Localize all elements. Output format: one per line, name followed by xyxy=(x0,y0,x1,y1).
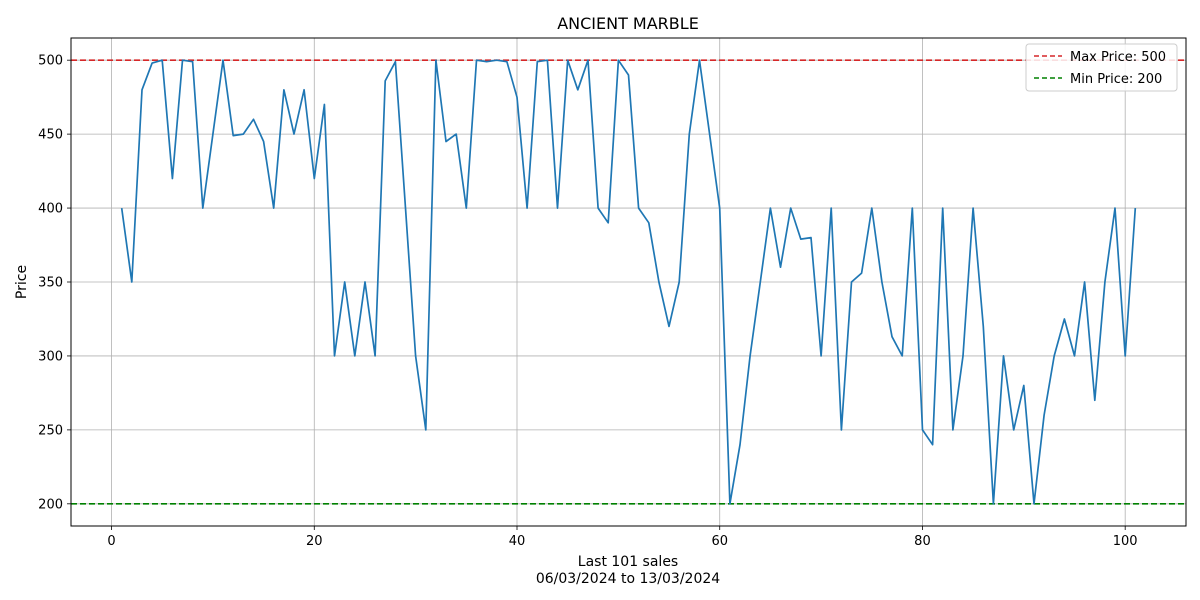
x-tick-label: 100 xyxy=(1113,534,1138,549)
y-tick-label: 300 xyxy=(38,349,63,364)
chart-title: ANCIENT MARBLE xyxy=(557,14,699,33)
legend-max-label: Max Price: 500 xyxy=(1070,50,1166,65)
x-tick-label: 60 xyxy=(711,534,728,549)
grid-layer xyxy=(71,38,1186,526)
x-axis-title: Last 101 sales xyxy=(578,554,678,570)
y-tick-label: 350 xyxy=(38,276,63,291)
legend-min-label: Min Price: 200 xyxy=(1070,72,1162,87)
x-axis-subtitle: 06/03/2024 to 13/03/2024 xyxy=(536,571,720,587)
x-tick-label: 0 xyxy=(107,534,115,549)
price-series-line xyxy=(120,59,1137,505)
y-tick-label: 250 xyxy=(38,423,63,438)
y-tick-label: 450 xyxy=(38,128,63,143)
x-tick-label: 40 xyxy=(509,534,526,549)
y-tick-label: 200 xyxy=(38,497,63,512)
legend-box xyxy=(1025,43,1178,92)
x-tick-label: 20 xyxy=(306,534,323,549)
y-axis-title: Price xyxy=(14,265,30,299)
y-tick-label: 500 xyxy=(38,54,63,69)
y-tick-label: 400 xyxy=(38,202,63,217)
reference-lines xyxy=(71,59,1186,505)
legend: Max Price: 500 Min Price: 200 xyxy=(1025,43,1178,92)
tick-layer: 0 20 40 60 80 100 200 250 300 350 400 450 500 xyxy=(38,54,1137,549)
series-layer xyxy=(120,59,1137,505)
x-tick-label: 80 xyxy=(914,534,931,549)
